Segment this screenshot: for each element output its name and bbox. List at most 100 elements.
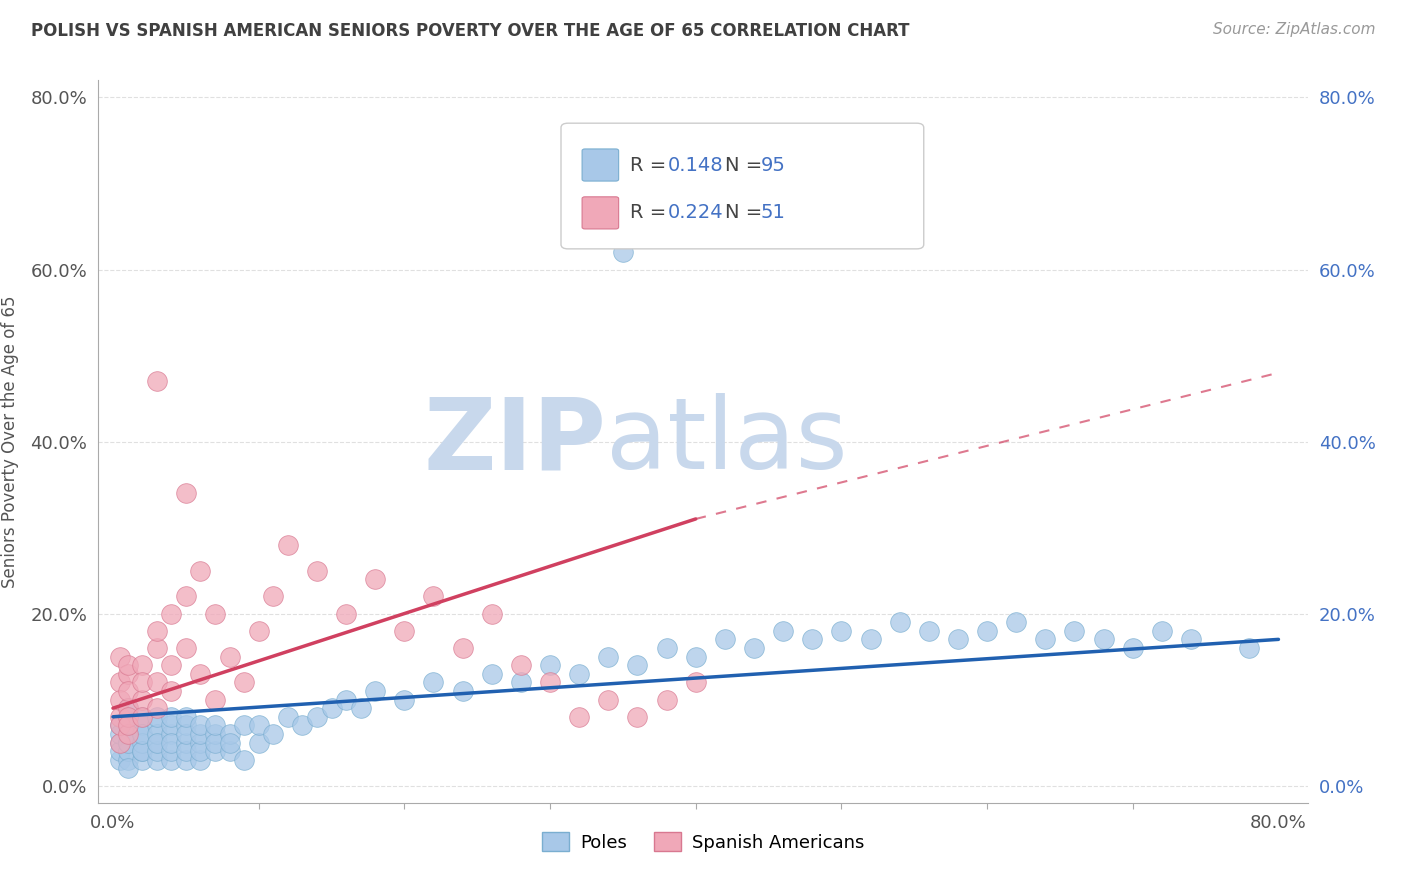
Point <box>262 727 284 741</box>
Point <box>1122 640 1144 655</box>
Point <box>247 735 270 749</box>
Point <box>145 710 167 724</box>
Point <box>350 701 373 715</box>
Point <box>204 727 226 741</box>
Point <box>145 624 167 638</box>
Point <box>174 718 197 732</box>
Point <box>110 649 132 664</box>
Point <box>772 624 794 638</box>
Point <box>204 744 226 758</box>
Point <box>145 735 167 749</box>
Point <box>117 710 139 724</box>
Point <box>131 727 153 741</box>
Point <box>509 675 531 690</box>
Point <box>422 590 444 604</box>
Point <box>422 675 444 690</box>
Point <box>538 675 561 690</box>
Point <box>131 692 153 706</box>
Point <box>117 710 139 724</box>
Point <box>218 649 240 664</box>
Point <box>451 684 474 698</box>
Point <box>204 735 226 749</box>
Text: 95: 95 <box>761 155 786 175</box>
Point <box>335 607 357 621</box>
Point <box>889 615 911 630</box>
Text: 0.148: 0.148 <box>668 155 724 175</box>
Point <box>394 692 416 706</box>
Point <box>174 486 197 500</box>
Point <box>117 684 139 698</box>
Point <box>538 658 561 673</box>
Point <box>117 727 139 741</box>
Point <box>364 572 387 586</box>
Point <box>655 692 678 706</box>
Point <box>117 701 139 715</box>
Point <box>160 718 183 732</box>
Point <box>145 675 167 690</box>
Point <box>655 640 678 655</box>
Point <box>277 538 299 552</box>
Text: 0.224: 0.224 <box>668 203 724 222</box>
Point <box>117 666 139 681</box>
Point <box>117 761 139 775</box>
Point <box>160 684 183 698</box>
Text: ZIP: ZIP <box>423 393 606 490</box>
Point <box>117 701 139 715</box>
Point <box>110 718 132 732</box>
Point <box>335 692 357 706</box>
Point <box>145 640 167 655</box>
Point <box>131 675 153 690</box>
Point <box>190 666 212 681</box>
Legend: Poles, Spanish Americans: Poles, Spanish Americans <box>534 825 872 859</box>
Text: N =: N = <box>725 155 769 175</box>
Point <box>110 718 132 732</box>
Point <box>117 744 139 758</box>
Point <box>145 701 167 715</box>
Point <box>830 624 852 638</box>
Point <box>174 640 197 655</box>
Point <box>305 564 328 578</box>
Text: R =: R = <box>630 155 672 175</box>
Point <box>160 753 183 767</box>
Point <box>160 735 183 749</box>
Text: Source: ZipAtlas.com: Source: ZipAtlas.com <box>1212 22 1375 37</box>
Point <box>190 727 212 741</box>
Point <box>481 666 503 681</box>
Text: N =: N = <box>725 203 769 222</box>
Point <box>160 710 183 724</box>
Point <box>131 727 153 741</box>
Point <box>160 607 183 621</box>
Point <box>204 718 226 732</box>
Point <box>174 735 197 749</box>
Point <box>612 245 634 260</box>
Text: atlas: atlas <box>606 393 848 490</box>
Text: 51: 51 <box>761 203 786 222</box>
Point <box>110 692 132 706</box>
Point <box>277 710 299 724</box>
Point <box>509 658 531 673</box>
Point <box>117 735 139 749</box>
Point <box>117 727 139 741</box>
Point <box>946 632 969 647</box>
Point <box>801 632 824 647</box>
Point <box>1180 632 1202 647</box>
Point <box>160 744 183 758</box>
Point <box>174 590 197 604</box>
Point <box>110 735 132 749</box>
Point <box>131 710 153 724</box>
Y-axis label: Seniors Poverty Over the Age of 65: Seniors Poverty Over the Age of 65 <box>1 295 20 588</box>
Point <box>110 710 132 724</box>
Point <box>568 666 591 681</box>
Point <box>305 710 328 724</box>
Point <box>190 718 212 732</box>
Point <box>117 735 139 749</box>
Point <box>145 727 167 741</box>
Point <box>110 744 132 758</box>
Point <box>568 710 591 724</box>
Point <box>190 735 212 749</box>
Point <box>364 684 387 698</box>
Point <box>204 607 226 621</box>
Point <box>1150 624 1173 638</box>
Point <box>321 701 343 715</box>
Point <box>131 718 153 732</box>
